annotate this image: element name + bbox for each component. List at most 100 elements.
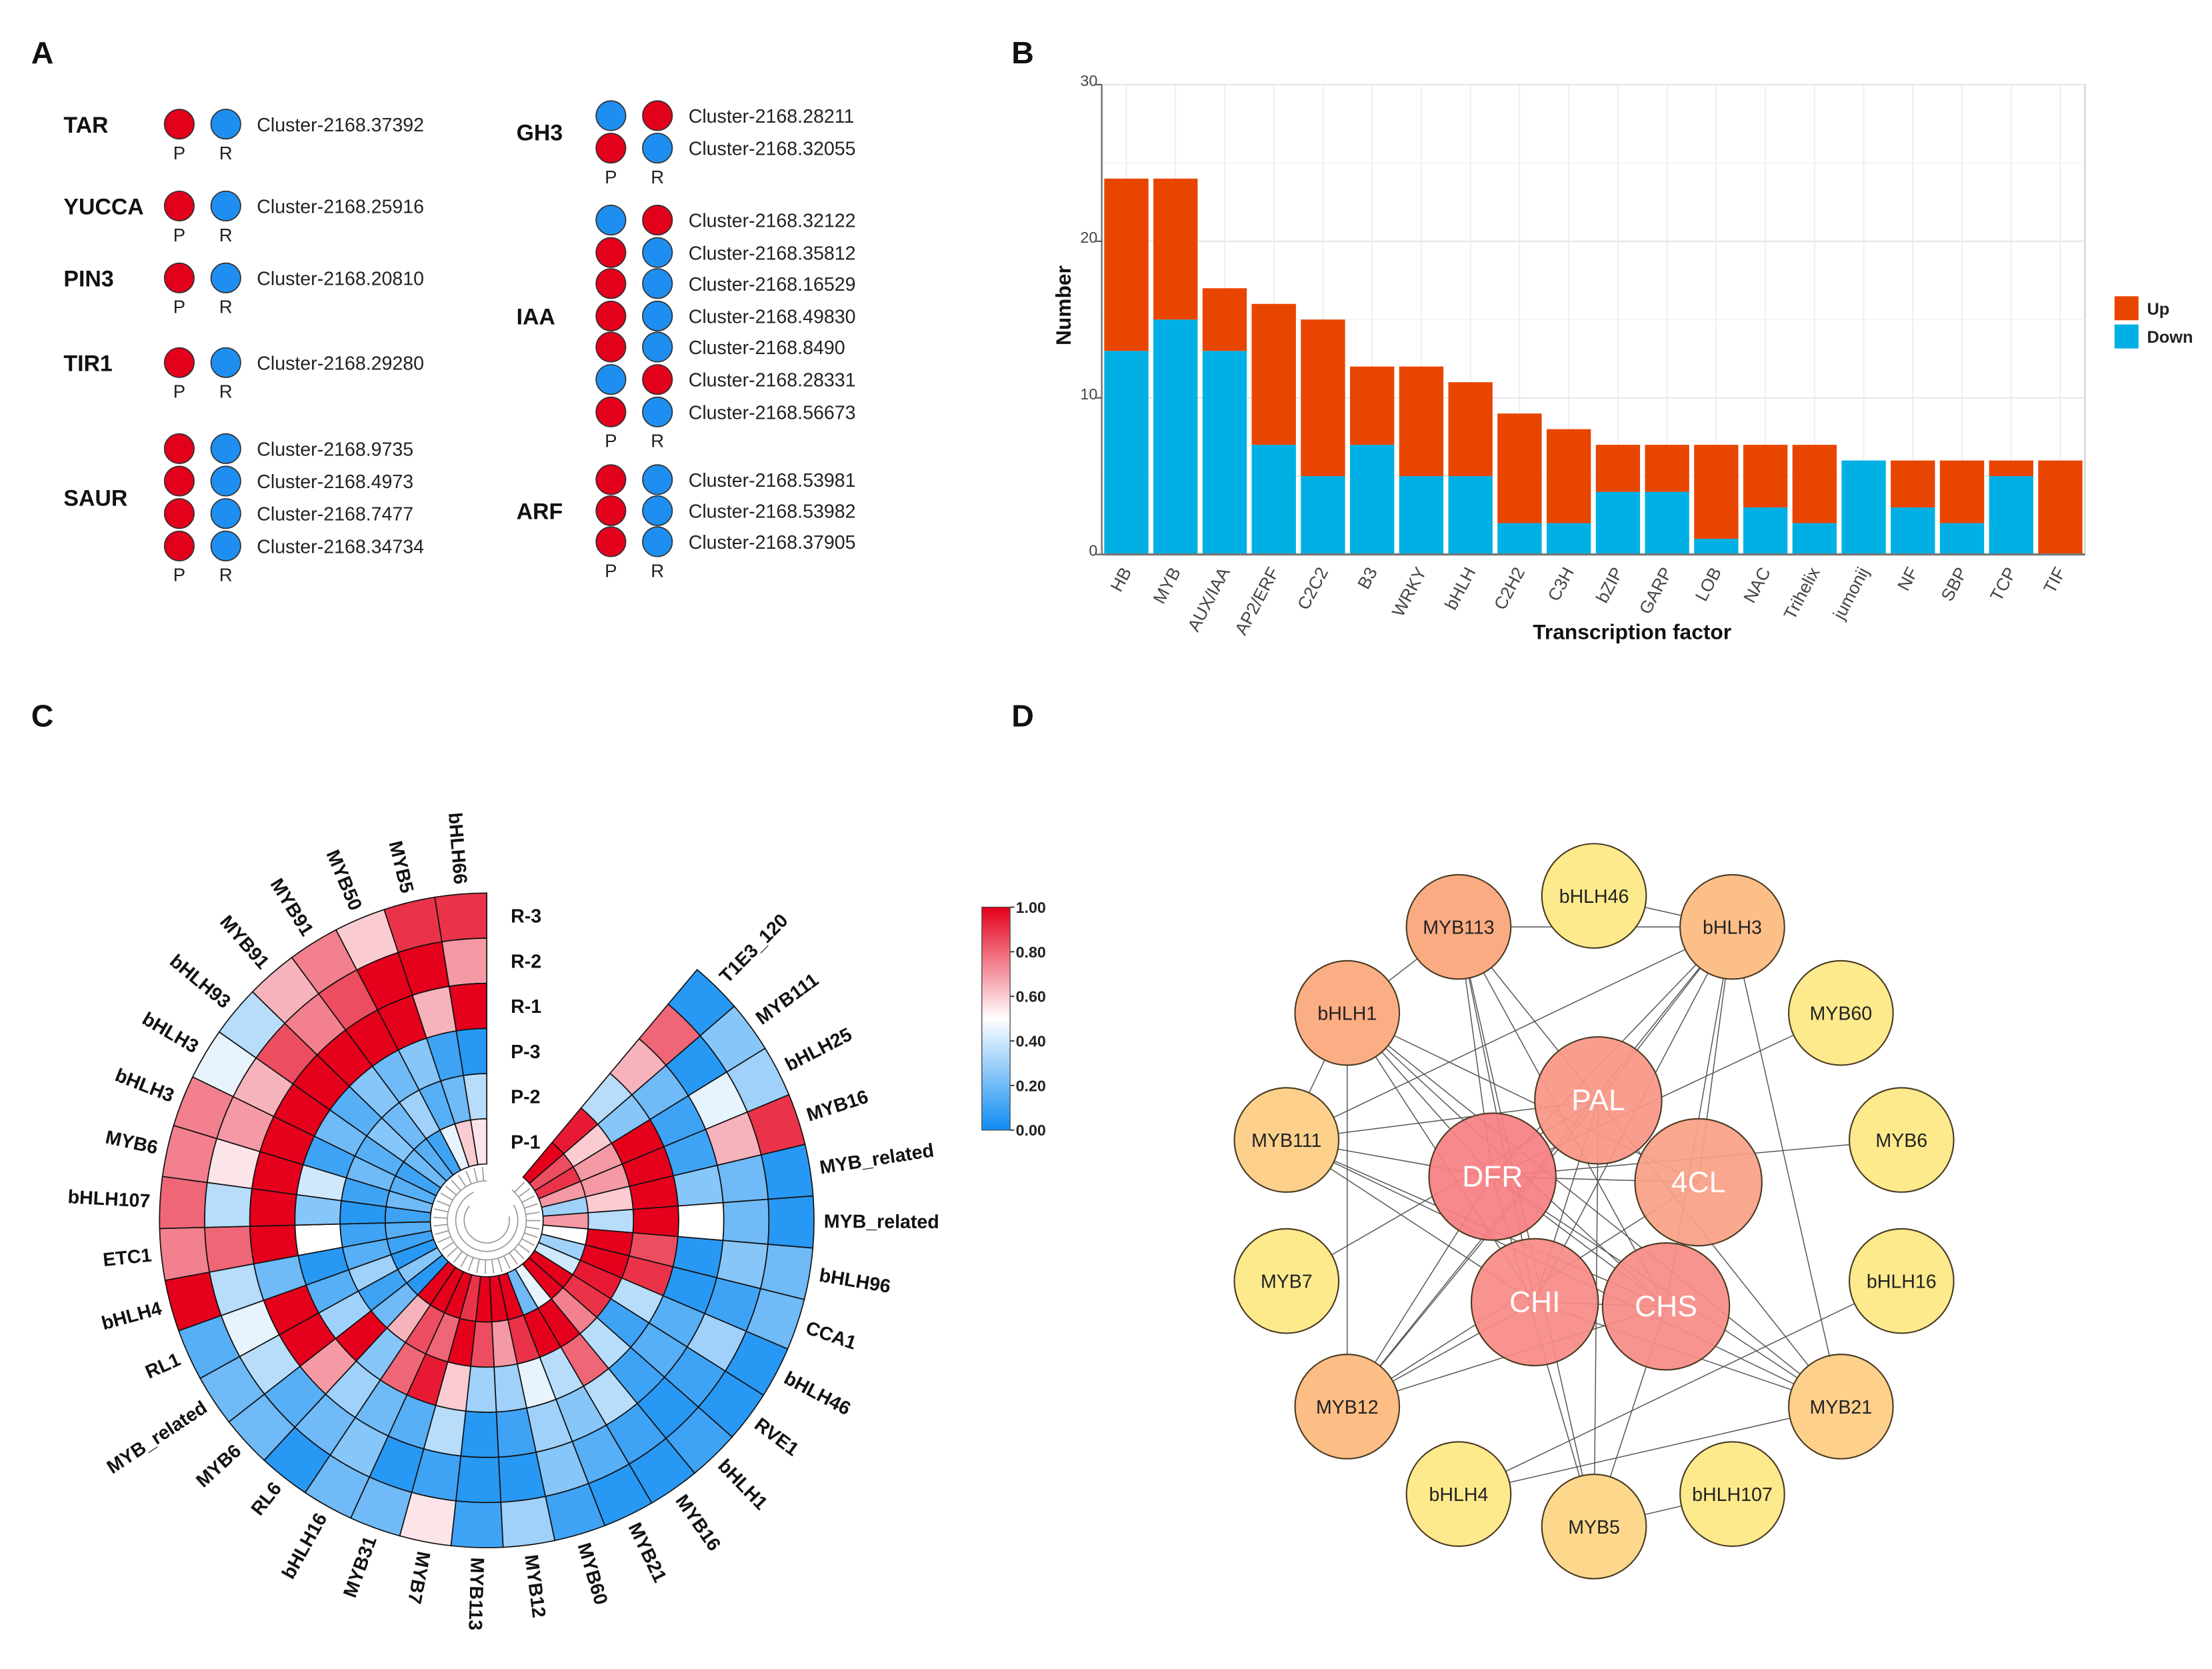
p-expression-dot [595, 396, 627, 427]
node-label: bHLH46 [1559, 886, 1629, 908]
gene-label: MYB21 [624, 1520, 671, 1586]
network-node-bhlh46: bHLH46 [1541, 843, 1647, 949]
r-expression-dot [642, 364, 673, 395]
heatmap-cell [760, 1144, 814, 1200]
heatmap-cell [450, 1500, 504, 1548]
x-tick-label: TIF [2039, 564, 2069, 597]
p-column-label: P [605, 560, 617, 581]
node-circle [1405, 874, 1512, 980]
x-tick-label: WRKY [1388, 563, 1431, 619]
node-label: MYB6 [1875, 1130, 1927, 1152]
bar-down [1153, 319, 1198, 555]
cluster-id: Cluster-2168.9735 [257, 439, 413, 460]
y-tick-label: 10 [1080, 385, 1097, 403]
gene-label: MYB_related [103, 1397, 211, 1478]
legend-swatch-down [2114, 324, 2139, 349]
x-tick-label: bZIP [1592, 564, 1627, 606]
y-tick-label: 0 [1089, 542, 1097, 559]
ring-label: R-2 [511, 951, 541, 972]
bar-up [1202, 288, 1247, 351]
network-node-myb60: MYB60 [1787, 960, 1894, 1066]
dendrogram-branch [484, 1260, 487, 1274]
network-node-myb111: MYB111 [1233, 1087, 1340, 1193]
node-circle [1233, 1087, 1340, 1193]
bar-up [1792, 445, 1837, 523]
cluster-id: Cluster-2168.49830 [689, 307, 856, 328]
r-column-label: R [651, 560, 664, 581]
gene-label: bHLH46 [781, 1368, 854, 1420]
bar-down [1939, 523, 1985, 555]
p-expression-dot [595, 331, 627, 363]
bar-up [1546, 429, 1591, 523]
cluster-id: Cluster-2168.25916 [257, 196, 424, 217]
dendrogram-branch [437, 1236, 451, 1244]
gene-label: RVE1 [750, 1414, 803, 1460]
r-column-label: R [651, 167, 664, 187]
network-node-myb21: MYB21 [1787, 1354, 1894, 1460]
r-expression-dot [210, 530, 241, 561]
bar-down [1595, 491, 1641, 555]
x-tick-label: B3 [1353, 564, 1381, 593]
dendrogram-branch [521, 1238, 535, 1246]
r-expression-dot [210, 347, 241, 378]
heatmap-cell [441, 938, 488, 988]
gene-label: MYB60 [573, 1540, 612, 1607]
dendrogram-branch [457, 1174, 467, 1188]
network-edge [1286, 926, 1733, 1141]
node-label: MYB5 [1568, 1517, 1620, 1538]
cluster-id: Cluster-2168.32122 [689, 211, 856, 232]
dendrogram-branch [473, 1168, 478, 1182]
p-expression-dot [595, 300, 627, 332]
x-tick-label: NAC [1739, 564, 1775, 606]
dendrogram-branch [440, 1192, 453, 1201]
r-expression-dot [642, 268, 673, 299]
gene-group-yucca: YUCCA Cluster-2168.25916 P R [63, 190, 424, 245]
node-label: MYB21 [1810, 1397, 1873, 1418]
y-tick-label: 20 [1080, 229, 1097, 246]
bar-down [1546, 523, 1591, 555]
gene-group-pin3: PIN3 Cluster-2168.20810 P R [63, 262, 424, 317]
x-tick-label: HB [1107, 564, 1136, 595]
p-expression-dot [163, 262, 195, 293]
x-tick-label: C2H2 [1490, 564, 1529, 613]
y-axis-title: Number [1051, 265, 1075, 345]
bar-down [1251, 445, 1296, 555]
bar-down [1350, 445, 1395, 555]
gene-group-saur: SAUR Cluster-2168.9735 Cluster-2168.4973 Cl… [63, 433, 424, 585]
r-expression-dot [210, 190, 241, 221]
node-label: bHLH1 [1317, 1004, 1377, 1025]
bar-up [1645, 445, 1689, 492]
x-tick-label: TCP [1986, 564, 2020, 605]
p-expression-dot [595, 495, 627, 526]
bar-up [1497, 413, 1542, 523]
p-expression-dot [595, 526, 627, 557]
gene-group-tir1: TIR1 Cluster-2168.29280 P R [63, 347, 424, 402]
r-expression-dot [642, 100, 673, 131]
r-expression-dot [210, 465, 241, 497]
heatmap-cell [677, 1202, 725, 1242]
dendrogram-branch [433, 1224, 448, 1227]
dendrogram-branch [514, 1182, 525, 1193]
network-node-myb5: MYB5 [1541, 1473, 1647, 1580]
node-label: MYB12 [1316, 1397, 1379, 1418]
network-edge [1347, 1012, 1699, 1183]
dendrogram-branch [518, 1244, 530, 1254]
node-label: CHI [1509, 1286, 1561, 1319]
network-edge [1597, 1100, 1841, 1407]
node-label: 4CL [1671, 1166, 1725, 1199]
colorbar-tick-label: 0.40 [1016, 1033, 1046, 1050]
node-circle [1679, 1441, 1785, 1547]
bar-up [1595, 445, 1641, 492]
gene-label: MYB12 [520, 1553, 549, 1619]
node-label: bHLH107 [1692, 1484, 1773, 1506]
node-label: PAL [1571, 1084, 1625, 1117]
dendrogram-branch [503, 1256, 511, 1269]
cluster-id: Cluster-2168.16529 [689, 274, 856, 295]
cluster-id: Cluster-2168.37392 [257, 115, 424, 136]
gene-label: MYB5 [384, 839, 417, 896]
dendrogram-branch [524, 1203, 538, 1209]
network-edge [1458, 1406, 1841, 1495]
cluster-id: Cluster-2168.56673 [689, 402, 856, 423]
bar-down [1792, 523, 1837, 555]
panel-label-a: A [31, 35, 54, 70]
